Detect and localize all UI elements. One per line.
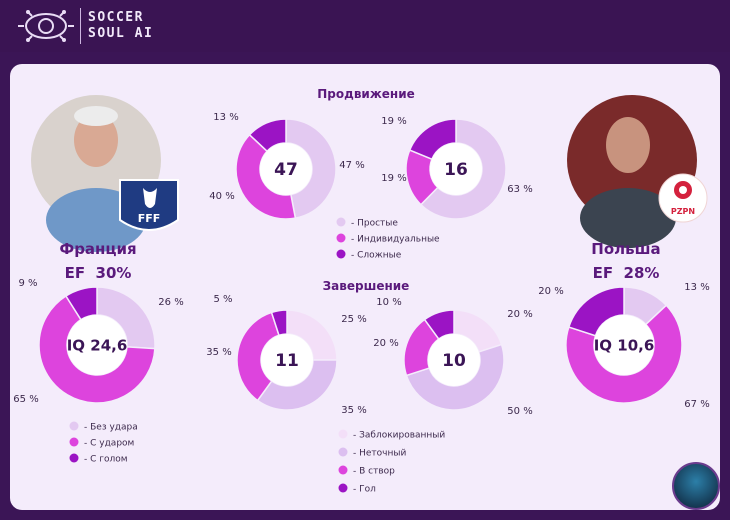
progress-poland-center xyxy=(430,143,482,195)
iq-poland-center xyxy=(594,315,654,375)
label-finish-france-blocked: 25 % xyxy=(341,314,366,325)
iq-legend-label-2: - С голом xyxy=(84,455,128,465)
finish-legend-label-0: - Заблокированный xyxy=(353,431,445,441)
label-progress-poland-complex: 19 % xyxy=(381,116,406,127)
label-finish-france-on-target: 35 % xyxy=(206,347,231,358)
progress-legend-swatch-2 xyxy=(336,249,346,259)
progress-france-center-label: 47 xyxy=(274,160,298,180)
iq-legend-label-0: - Без удара xyxy=(84,423,138,433)
poland-coach-photo xyxy=(567,95,697,248)
progress-legend-swatch-0 xyxy=(336,217,346,227)
finish-poland-center xyxy=(428,334,480,386)
label-progress-france-simple: 47 % xyxy=(339,160,364,171)
iq-legend-swatch-2 xyxy=(69,453,79,463)
fff-badge-text: FFF xyxy=(138,212,161,225)
label-iq-poland-with-shot: 67 % xyxy=(684,399,709,410)
label-iq-france-without-shot: 26 % xyxy=(158,297,183,308)
finish-legend-swatch-0 xyxy=(338,429,348,439)
iq-france-center xyxy=(67,315,127,375)
fff-badge-icon xyxy=(119,179,179,231)
finish-legend-label-3: - Гол xyxy=(353,485,376,495)
label-finish-poland-inaccurate: 50 % xyxy=(507,406,532,417)
label-iq-poland-with-goal: 20 % xyxy=(538,286,563,297)
brand-line-1: SOCCER xyxy=(88,10,144,25)
label-finish-poland-goal: 10 % xyxy=(376,297,401,308)
progress-france-center xyxy=(260,143,312,195)
iq-legend-label-1: - С ударом xyxy=(84,439,134,449)
label-iq-poland-without-shot: 13 % xyxy=(684,282,709,293)
team-name-france: Франция xyxy=(59,240,136,258)
finish-legend-swatch-1 xyxy=(338,447,348,457)
finish-legend-swatch-3 xyxy=(338,483,348,493)
logo-separator xyxy=(80,8,81,44)
brand-line-2: SOUL AI xyxy=(88,26,154,41)
label-iq-france-with-goal: 9 % xyxy=(18,278,37,289)
progress-legend-label-0: - Простые xyxy=(351,219,398,229)
label-progress-poland-individual: 19 % xyxy=(381,173,406,184)
finish-france-center xyxy=(261,334,313,386)
finish-poland-center-label: 10 xyxy=(442,351,466,371)
finish-legend-swatch-2 xyxy=(338,465,348,475)
label-finish-poland-on-target: 20 % xyxy=(373,338,398,349)
team-ef-france: EF 30% xyxy=(65,264,132,282)
finish-france-center-label: 11 xyxy=(275,351,299,371)
label-finish-poland-blocked: 20 % xyxy=(507,309,532,320)
finish-legend-label-2: - В створ xyxy=(353,467,395,477)
pzpn-badge-text: PZPN xyxy=(671,207,695,216)
iq-poland-center-label: IQ 10,6 xyxy=(594,336,655,354)
brand-name: SOCCER SOUL AI xyxy=(88,10,153,42)
section-title-finish: Завершение xyxy=(323,279,410,293)
pzpn-badge-icon xyxy=(658,173,708,223)
progress-legend-swatch-1 xyxy=(336,233,346,243)
iq-legend-swatch-0 xyxy=(69,421,79,431)
label-finish-france-goal: 5 % xyxy=(213,294,232,305)
soccer-soul-logo-icon xyxy=(18,10,74,42)
finish-legend-label-1: - Неточный xyxy=(353,449,406,459)
label-progress-poland-simple: 63 % xyxy=(507,184,532,195)
top-bar: SOCCER SOUL AI xyxy=(0,0,730,52)
team-name-poland: Польша xyxy=(591,240,660,258)
section-title-progress: Продвижение xyxy=(317,87,415,101)
progress-poland-center-label: 16 xyxy=(444,160,468,180)
iq-legend-swatch-1 xyxy=(69,437,79,447)
label-finish-france-inaccurate: 35 % xyxy=(341,405,366,416)
label-iq-france-with-shot: 65 % xyxy=(13,394,38,405)
progress-legend-label-1: - Индивидуальные xyxy=(351,235,440,245)
team-ef-poland: EF 28% xyxy=(593,264,660,282)
label-progress-france-complex: 13 % xyxy=(213,112,238,123)
label-progress-france-individual: 40 % xyxy=(209,191,234,202)
progress-legend-label-2: - Сложные xyxy=(351,251,402,261)
iq-france-center-label: IQ 24,6 xyxy=(67,336,128,354)
assistant-avatar xyxy=(672,462,720,510)
